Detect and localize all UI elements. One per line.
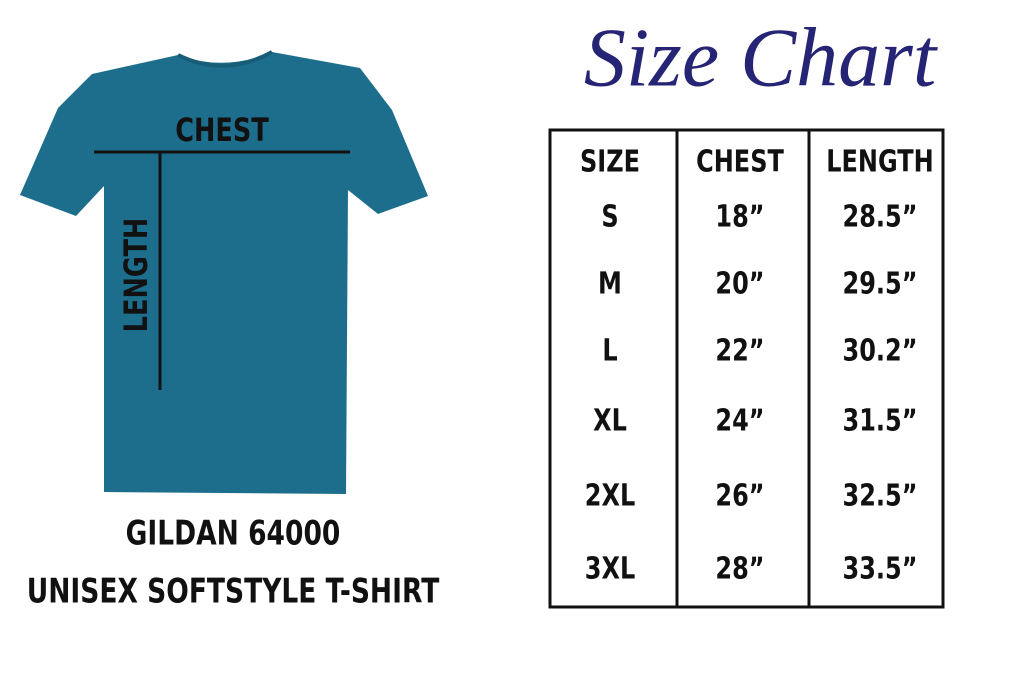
table-cells: SIZE CHEST LENGTH S 18” 28.5” M 20” 29.5” L 22” 30.… (580, 145, 934, 586)
caption-line: GILDAN 64000 (126, 514, 341, 553)
length-label: LENGTH (117, 218, 155, 333)
table-header: SIZE (580, 145, 640, 179)
table-cell: 2XL (585, 479, 635, 513)
table-cell: 3XL (585, 552, 635, 586)
table-border (548, 128, 945, 609)
table-cell: L (602, 334, 617, 368)
table-cell: 20” (715, 267, 764, 301)
table-cell: 24” (715, 404, 764, 438)
table-cell: XL (593, 404, 627, 438)
table-cell: 26” (715, 479, 764, 513)
table-cell: M (598, 267, 622, 301)
table-header: CHEST (696, 145, 784, 179)
table-cell: 32.5” (843, 479, 918, 513)
collar (177, 50, 273, 68)
table-header: LENGTH (826, 145, 933, 179)
table-cell: 18” (715, 200, 764, 234)
table-cell: 28” (715, 552, 764, 586)
table-cell: 28.5” (843, 200, 918, 234)
table-cell: S (601, 200, 618, 234)
table-cell: 31.5” (843, 404, 918, 438)
chest-label: CHEST (175, 111, 269, 149)
caption-line: UNISEX SOFTSTYLE T-SHIRT (27, 572, 440, 611)
title: Size Chart (584, 11, 939, 104)
table-cell: 30.2” (843, 334, 918, 368)
table-cell: 33.5” (843, 552, 918, 586)
table-cell: 29.5” (843, 267, 918, 301)
t-shirt (20, 52, 428, 494)
table-cell: 22” (715, 334, 764, 368)
